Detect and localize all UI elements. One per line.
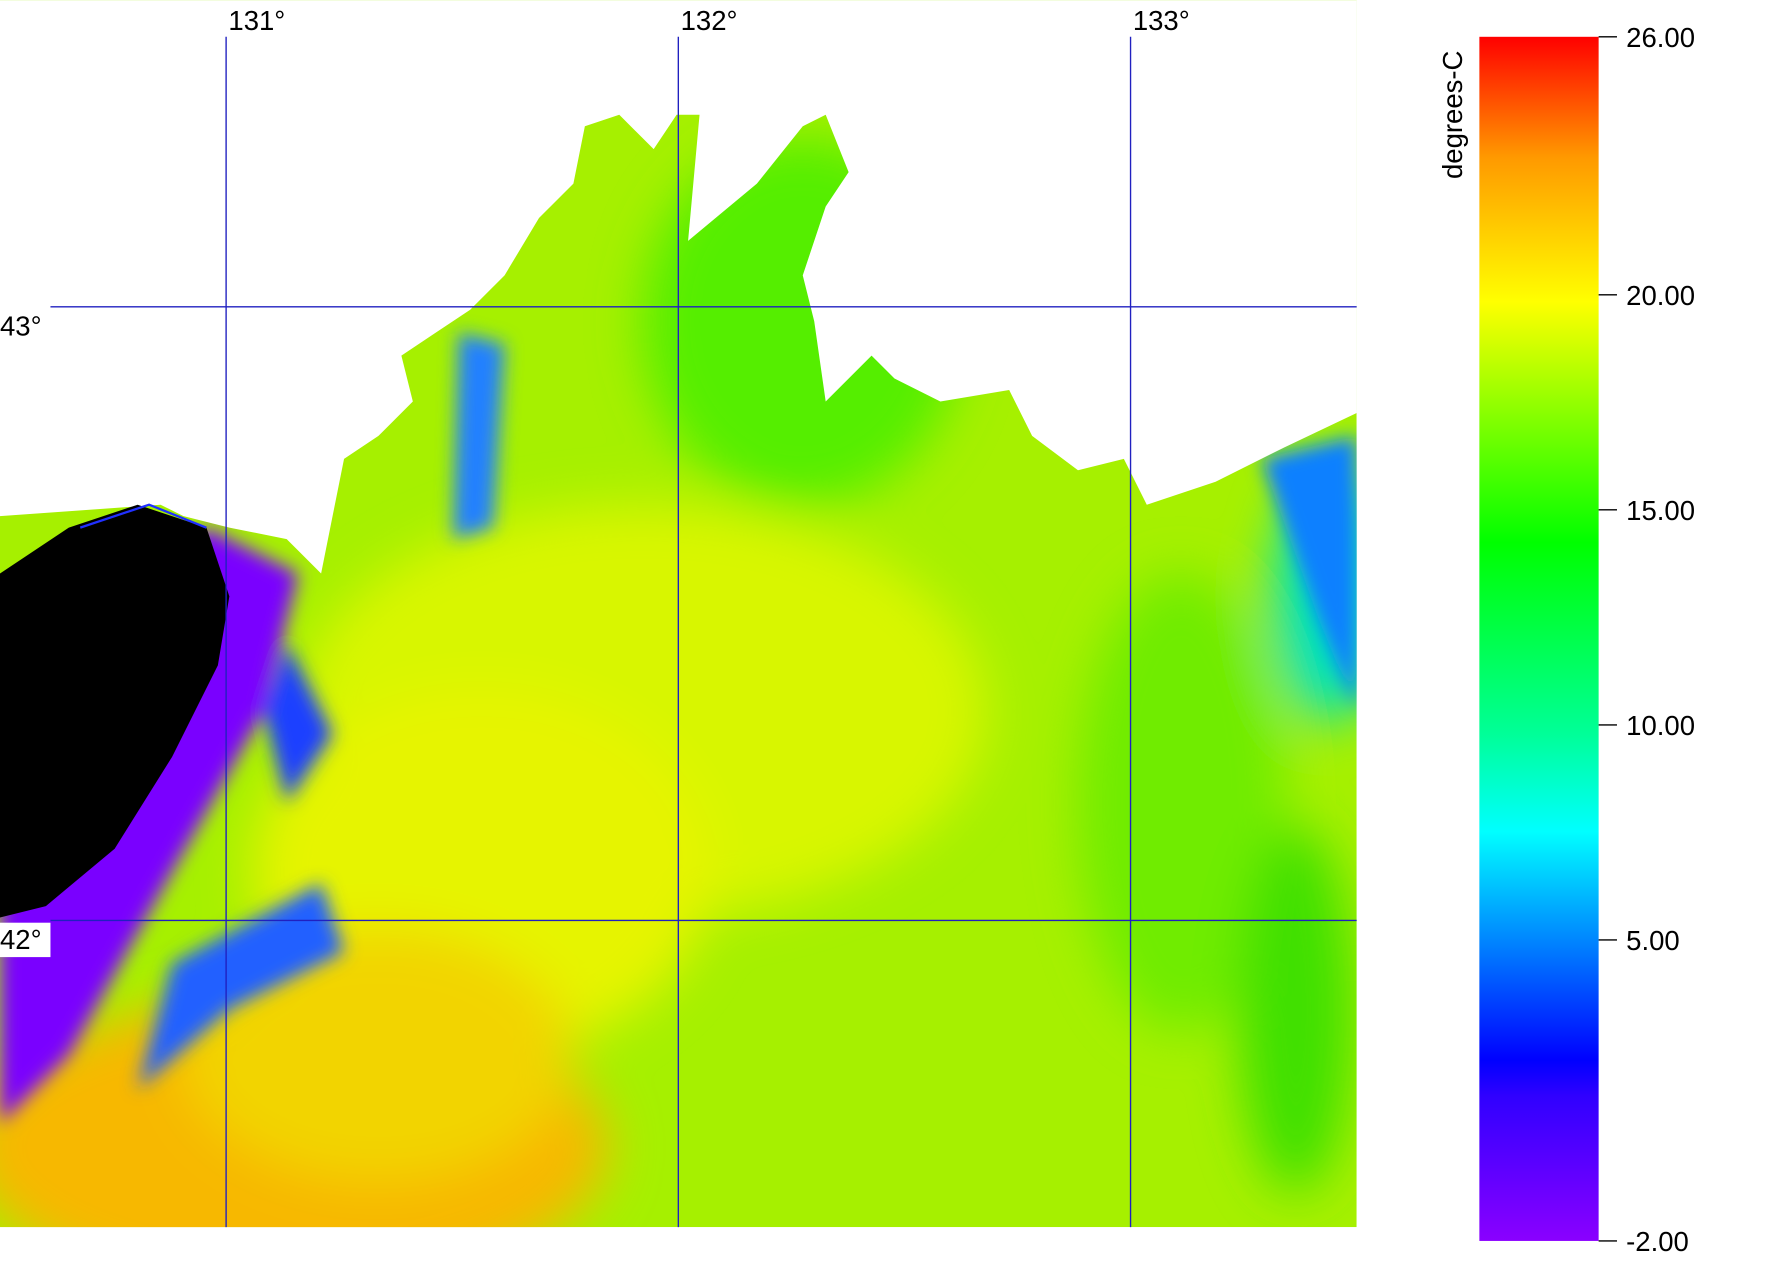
latitude-label: 43° bbox=[0, 311, 42, 342]
colorbar bbox=[1479, 36, 1599, 1241]
colorbar-tick-label: 15.00 bbox=[1626, 495, 1695, 526]
colorbar-tick-label: 26.00 bbox=[1626, 22, 1695, 53]
colorbar-tick-label: 10.00 bbox=[1626, 710, 1695, 741]
longitude-label: 133° bbox=[1133, 5, 1190, 36]
longitude-label: 132° bbox=[681, 5, 738, 36]
colorbar-tick-label: -2.00 bbox=[1626, 1226, 1689, 1257]
latitude-label-bg bbox=[0, 309, 51, 344]
graticule: 131° 132° 133° 43° 42° bbox=[0, 5, 1357, 1228]
colorbar-tick-label: 5.00 bbox=[1626, 925, 1680, 956]
latitude-label: 42° bbox=[0, 924, 42, 955]
latitude-label-bg bbox=[0, 922, 51, 958]
colorbar-tick-label: 20.00 bbox=[1626, 280, 1695, 311]
temperature-field bbox=[0, 0, 1357, 1228]
longitude-label: 131° bbox=[228, 5, 285, 36]
colorbar-title: degrees-C bbox=[1437, 51, 1468, 179]
